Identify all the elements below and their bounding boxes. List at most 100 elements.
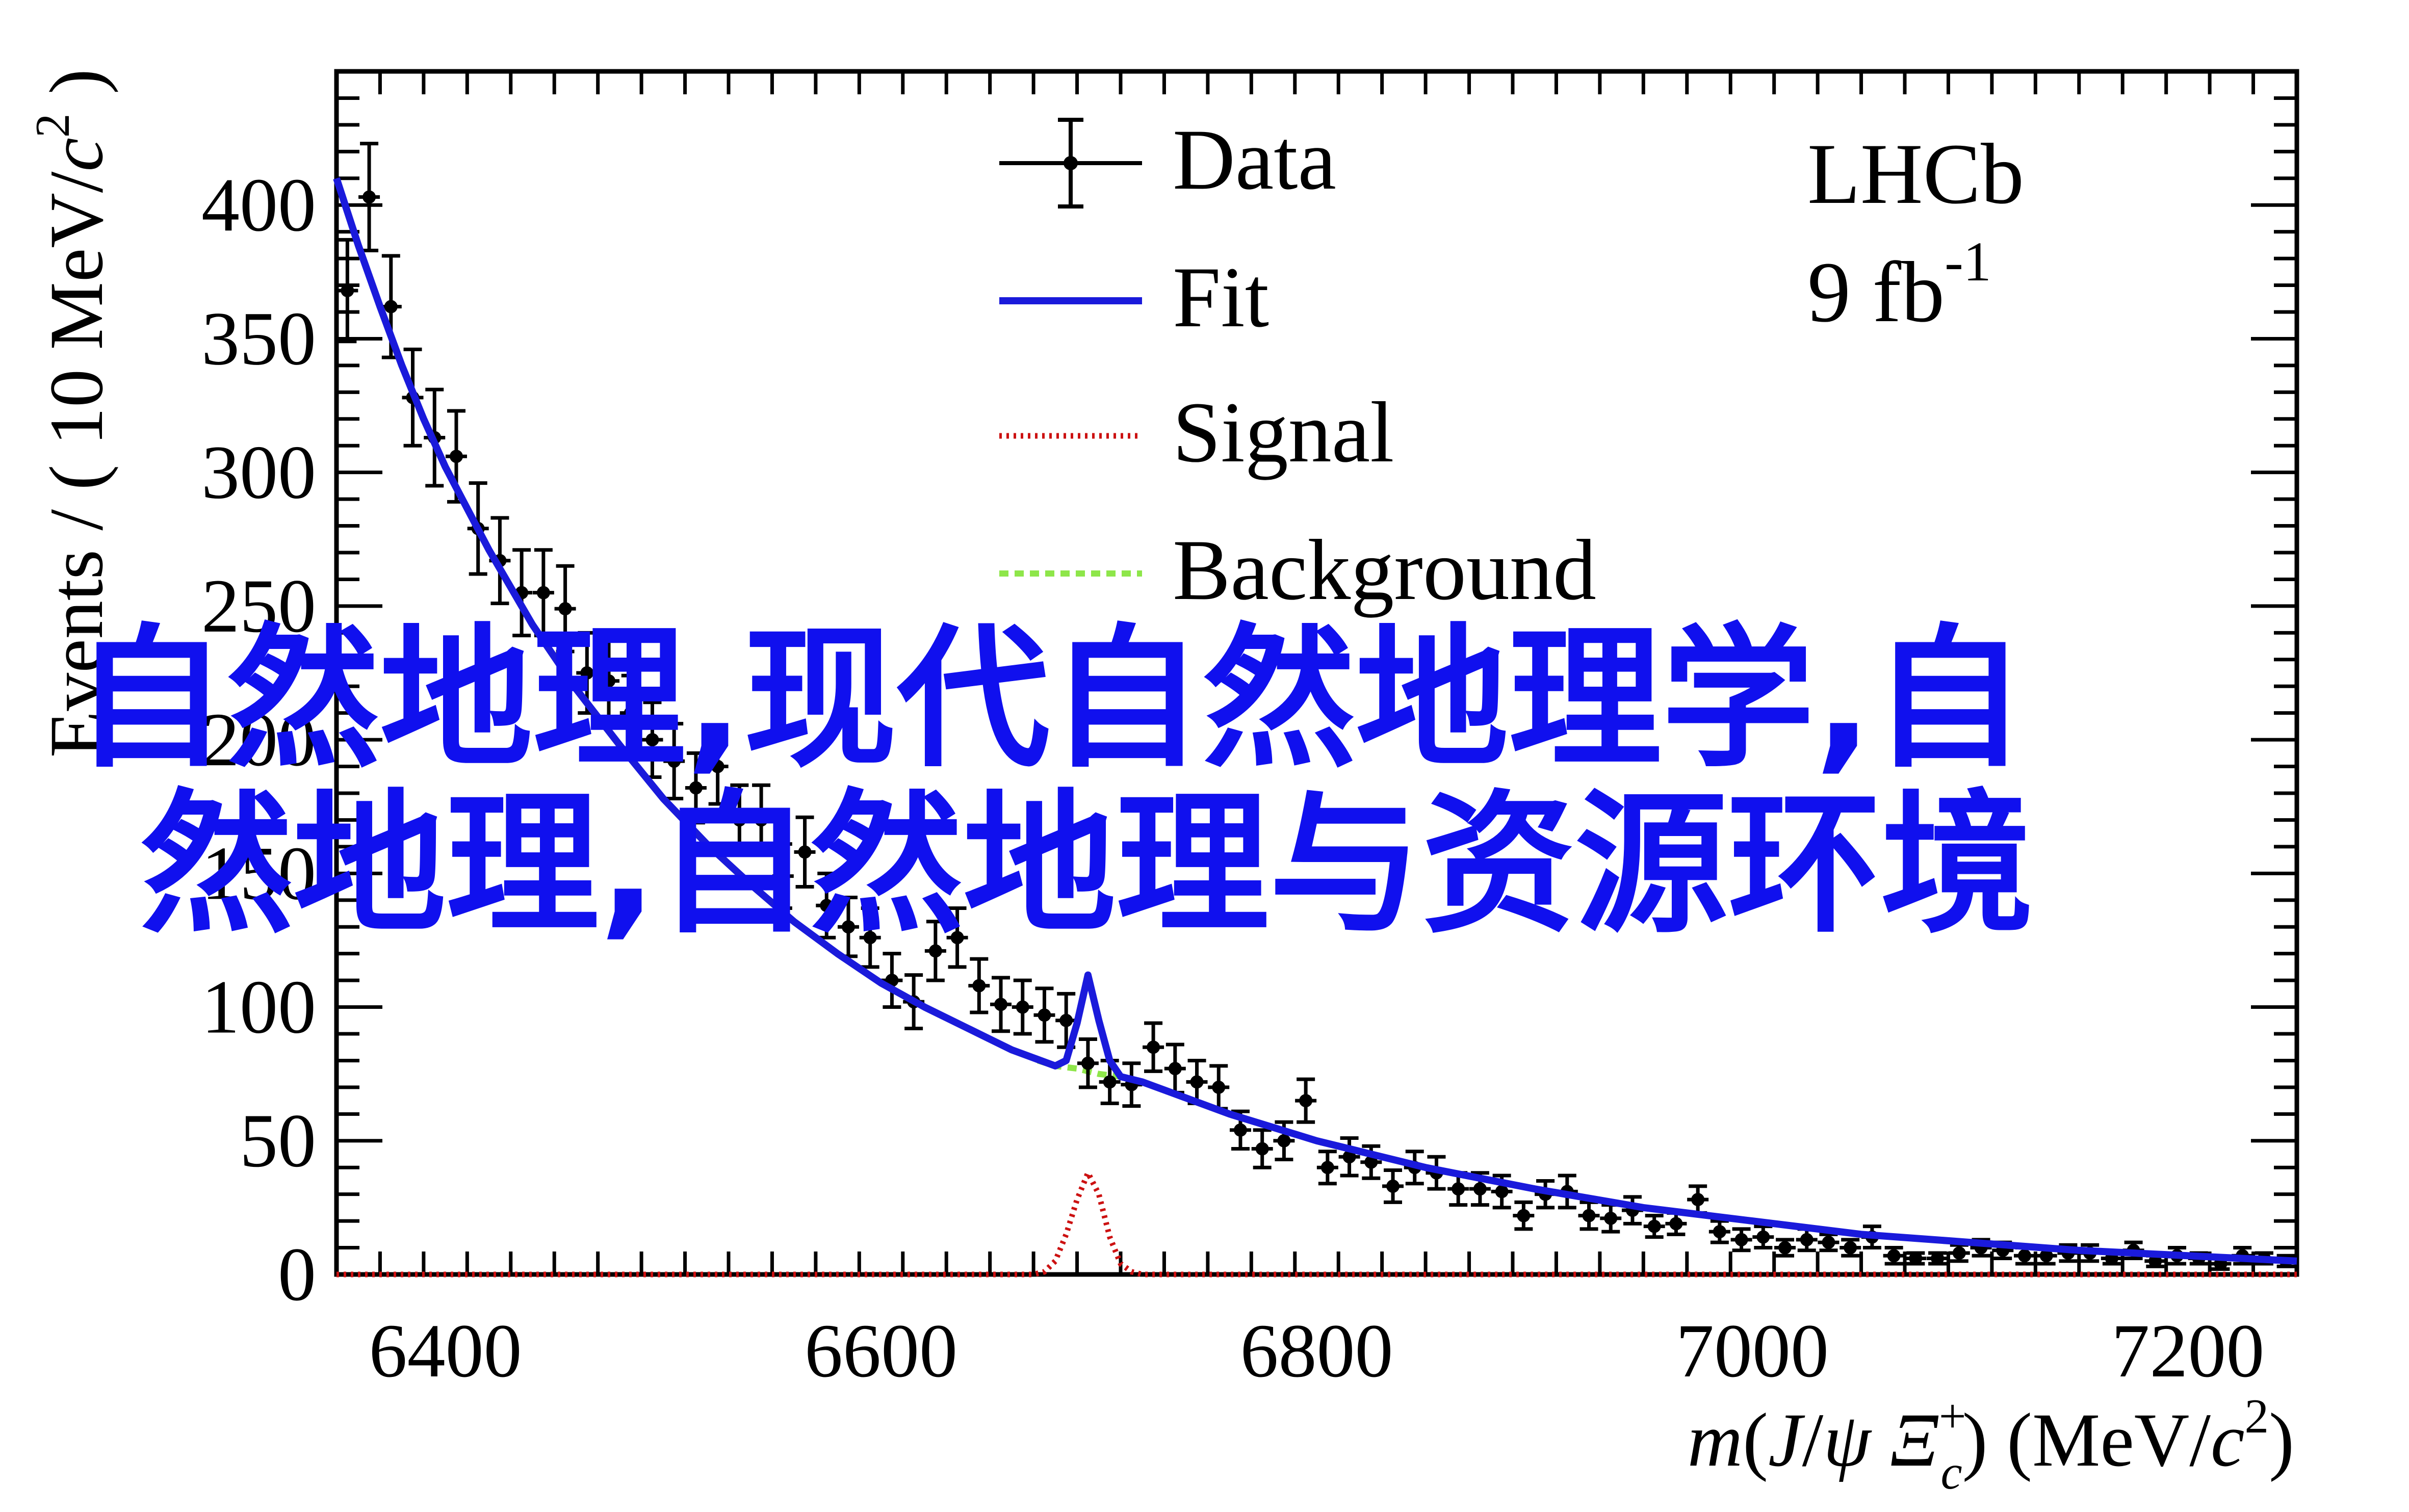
data-point-marker bbox=[602, 674, 616, 688]
data-point bbox=[1708, 1219, 1730, 1244]
data-point bbox=[1273, 1120, 1295, 1161]
data-point bbox=[1164, 1042, 1186, 1094]
data-point bbox=[1643, 1214, 1665, 1239]
data-point-marker bbox=[994, 998, 1008, 1011]
data-point-marker bbox=[1059, 1013, 1073, 1027]
data-point-marker bbox=[1168, 1062, 1182, 1076]
data-point-marker bbox=[972, 979, 986, 993]
data-point-marker bbox=[1233, 1123, 1247, 1137]
data-point-marker bbox=[384, 300, 398, 314]
legend: Data Fit Signal Background bbox=[999, 112, 1596, 618]
y-tick-label: 250 bbox=[201, 564, 316, 648]
data-point bbox=[1513, 1200, 1535, 1231]
data-point bbox=[1229, 1109, 1251, 1151]
data-point bbox=[336, 238, 358, 344]
data-point bbox=[1382, 1168, 1404, 1204]
data-point-marker bbox=[711, 760, 724, 773]
data-point-marker bbox=[1756, 1230, 1770, 1244]
data-point bbox=[968, 957, 990, 1014]
data-point-marker bbox=[1800, 1233, 1814, 1246]
data-point bbox=[1752, 1224, 1774, 1250]
data-point-marker bbox=[558, 602, 572, 616]
data-point bbox=[685, 751, 707, 825]
data-point-marker bbox=[1887, 1249, 1901, 1263]
data-point bbox=[837, 896, 859, 958]
lhcb-label: LHCb bbox=[1807, 126, 2024, 222]
data-point bbox=[1012, 978, 1033, 1036]
data-point bbox=[794, 815, 816, 889]
data-point bbox=[1077, 1037, 1099, 1089]
data-point-marker bbox=[1822, 1236, 1835, 1249]
luminosity-label: 9 fb-1 bbox=[1807, 230, 1991, 340]
data-point bbox=[881, 952, 903, 1009]
data-point-marker bbox=[1299, 1094, 1313, 1108]
data-point-marker bbox=[624, 706, 637, 720]
data-point-marker bbox=[2017, 1249, 2031, 1263]
legend-label: Background bbox=[1173, 522, 1596, 618]
data-point-marker bbox=[820, 899, 834, 913]
data-point bbox=[1927, 1251, 1949, 1266]
data-point-marker bbox=[645, 733, 659, 747]
series-layer bbox=[333, 142, 2297, 1278]
y-tick-label: 350 bbox=[201, 296, 316, 381]
data-point-marker bbox=[341, 284, 354, 298]
data-point bbox=[1905, 1251, 1927, 1266]
data-point bbox=[1621, 1195, 1643, 1226]
data-point bbox=[1796, 1227, 1818, 1253]
y-axis-label: Events / ( 10 MeV/c2 ) bbox=[25, 69, 119, 758]
y-tick-label: 0 bbox=[278, 1232, 316, 1317]
data-point bbox=[946, 906, 968, 969]
background-curve bbox=[1037, 1057, 1121, 1080]
data-point bbox=[1948, 1243, 1970, 1263]
data-point-marker bbox=[733, 813, 746, 827]
data-point-marker bbox=[928, 944, 942, 958]
data-points bbox=[336, 142, 2297, 1271]
data-point-marker bbox=[1147, 1040, 1160, 1054]
data-point bbox=[707, 727, 729, 806]
y-tick-label: 50 bbox=[240, 1099, 316, 1183]
data-point-marker bbox=[1081, 1056, 1095, 1070]
legend-entry: Fit bbox=[999, 249, 1269, 345]
axis-ticks bbox=[334, 69, 2299, 1276]
data-point-marker bbox=[1582, 1209, 1596, 1222]
x-tick-label: 6800 bbox=[1240, 1309, 1393, 1393]
data-point-marker bbox=[950, 931, 964, 945]
data-point-marker bbox=[580, 666, 594, 680]
watermark: 自然地理,现代自然地理学,自 然地理,自然地理与资源环境 bbox=[74, 610, 2034, 954]
data-point-marker bbox=[449, 450, 463, 463]
watermark-line-1: 自然地理,现代自然地理学,自 bbox=[74, 610, 2026, 788]
data-point-marker bbox=[1909, 1252, 1923, 1265]
data-point-marker bbox=[1320, 1161, 1334, 1175]
data-point-marker bbox=[667, 754, 681, 768]
data-point bbox=[663, 722, 685, 800]
data-point-marker bbox=[1952, 1246, 1966, 1260]
data-point-marker bbox=[1778, 1241, 1792, 1255]
data-point bbox=[511, 548, 533, 638]
data-point bbox=[1099, 1058, 1121, 1105]
data-point-marker bbox=[1473, 1182, 1487, 1196]
data-point-marker bbox=[798, 845, 812, 859]
legend-entry: Signal bbox=[999, 384, 1394, 480]
data-point bbox=[990, 976, 1012, 1033]
y-tick-label: 100 bbox=[201, 965, 316, 1050]
legend-data-marker bbox=[1064, 156, 1078, 170]
data-point-marker bbox=[863, 931, 877, 945]
data-point bbox=[1665, 1211, 1687, 1236]
data-point-marker bbox=[776, 869, 790, 883]
data-point-marker bbox=[1452, 1182, 1465, 1196]
legend-label: Fit bbox=[1173, 249, 1269, 345]
data-point bbox=[1295, 1077, 1317, 1124]
data-point bbox=[358, 142, 380, 252]
data-point-marker bbox=[755, 813, 768, 827]
data-point-marker bbox=[1255, 1142, 1269, 1156]
data-point bbox=[816, 871, 838, 940]
data-point bbox=[1033, 986, 1055, 1044]
data-point-marker bbox=[1844, 1241, 1857, 1255]
data-point-marker bbox=[1038, 1008, 1051, 1022]
legend-entry: Background bbox=[999, 522, 1596, 618]
y-tick-label: 150 bbox=[201, 831, 316, 916]
data-point-marker bbox=[362, 190, 376, 204]
data-point-marker bbox=[689, 781, 703, 795]
